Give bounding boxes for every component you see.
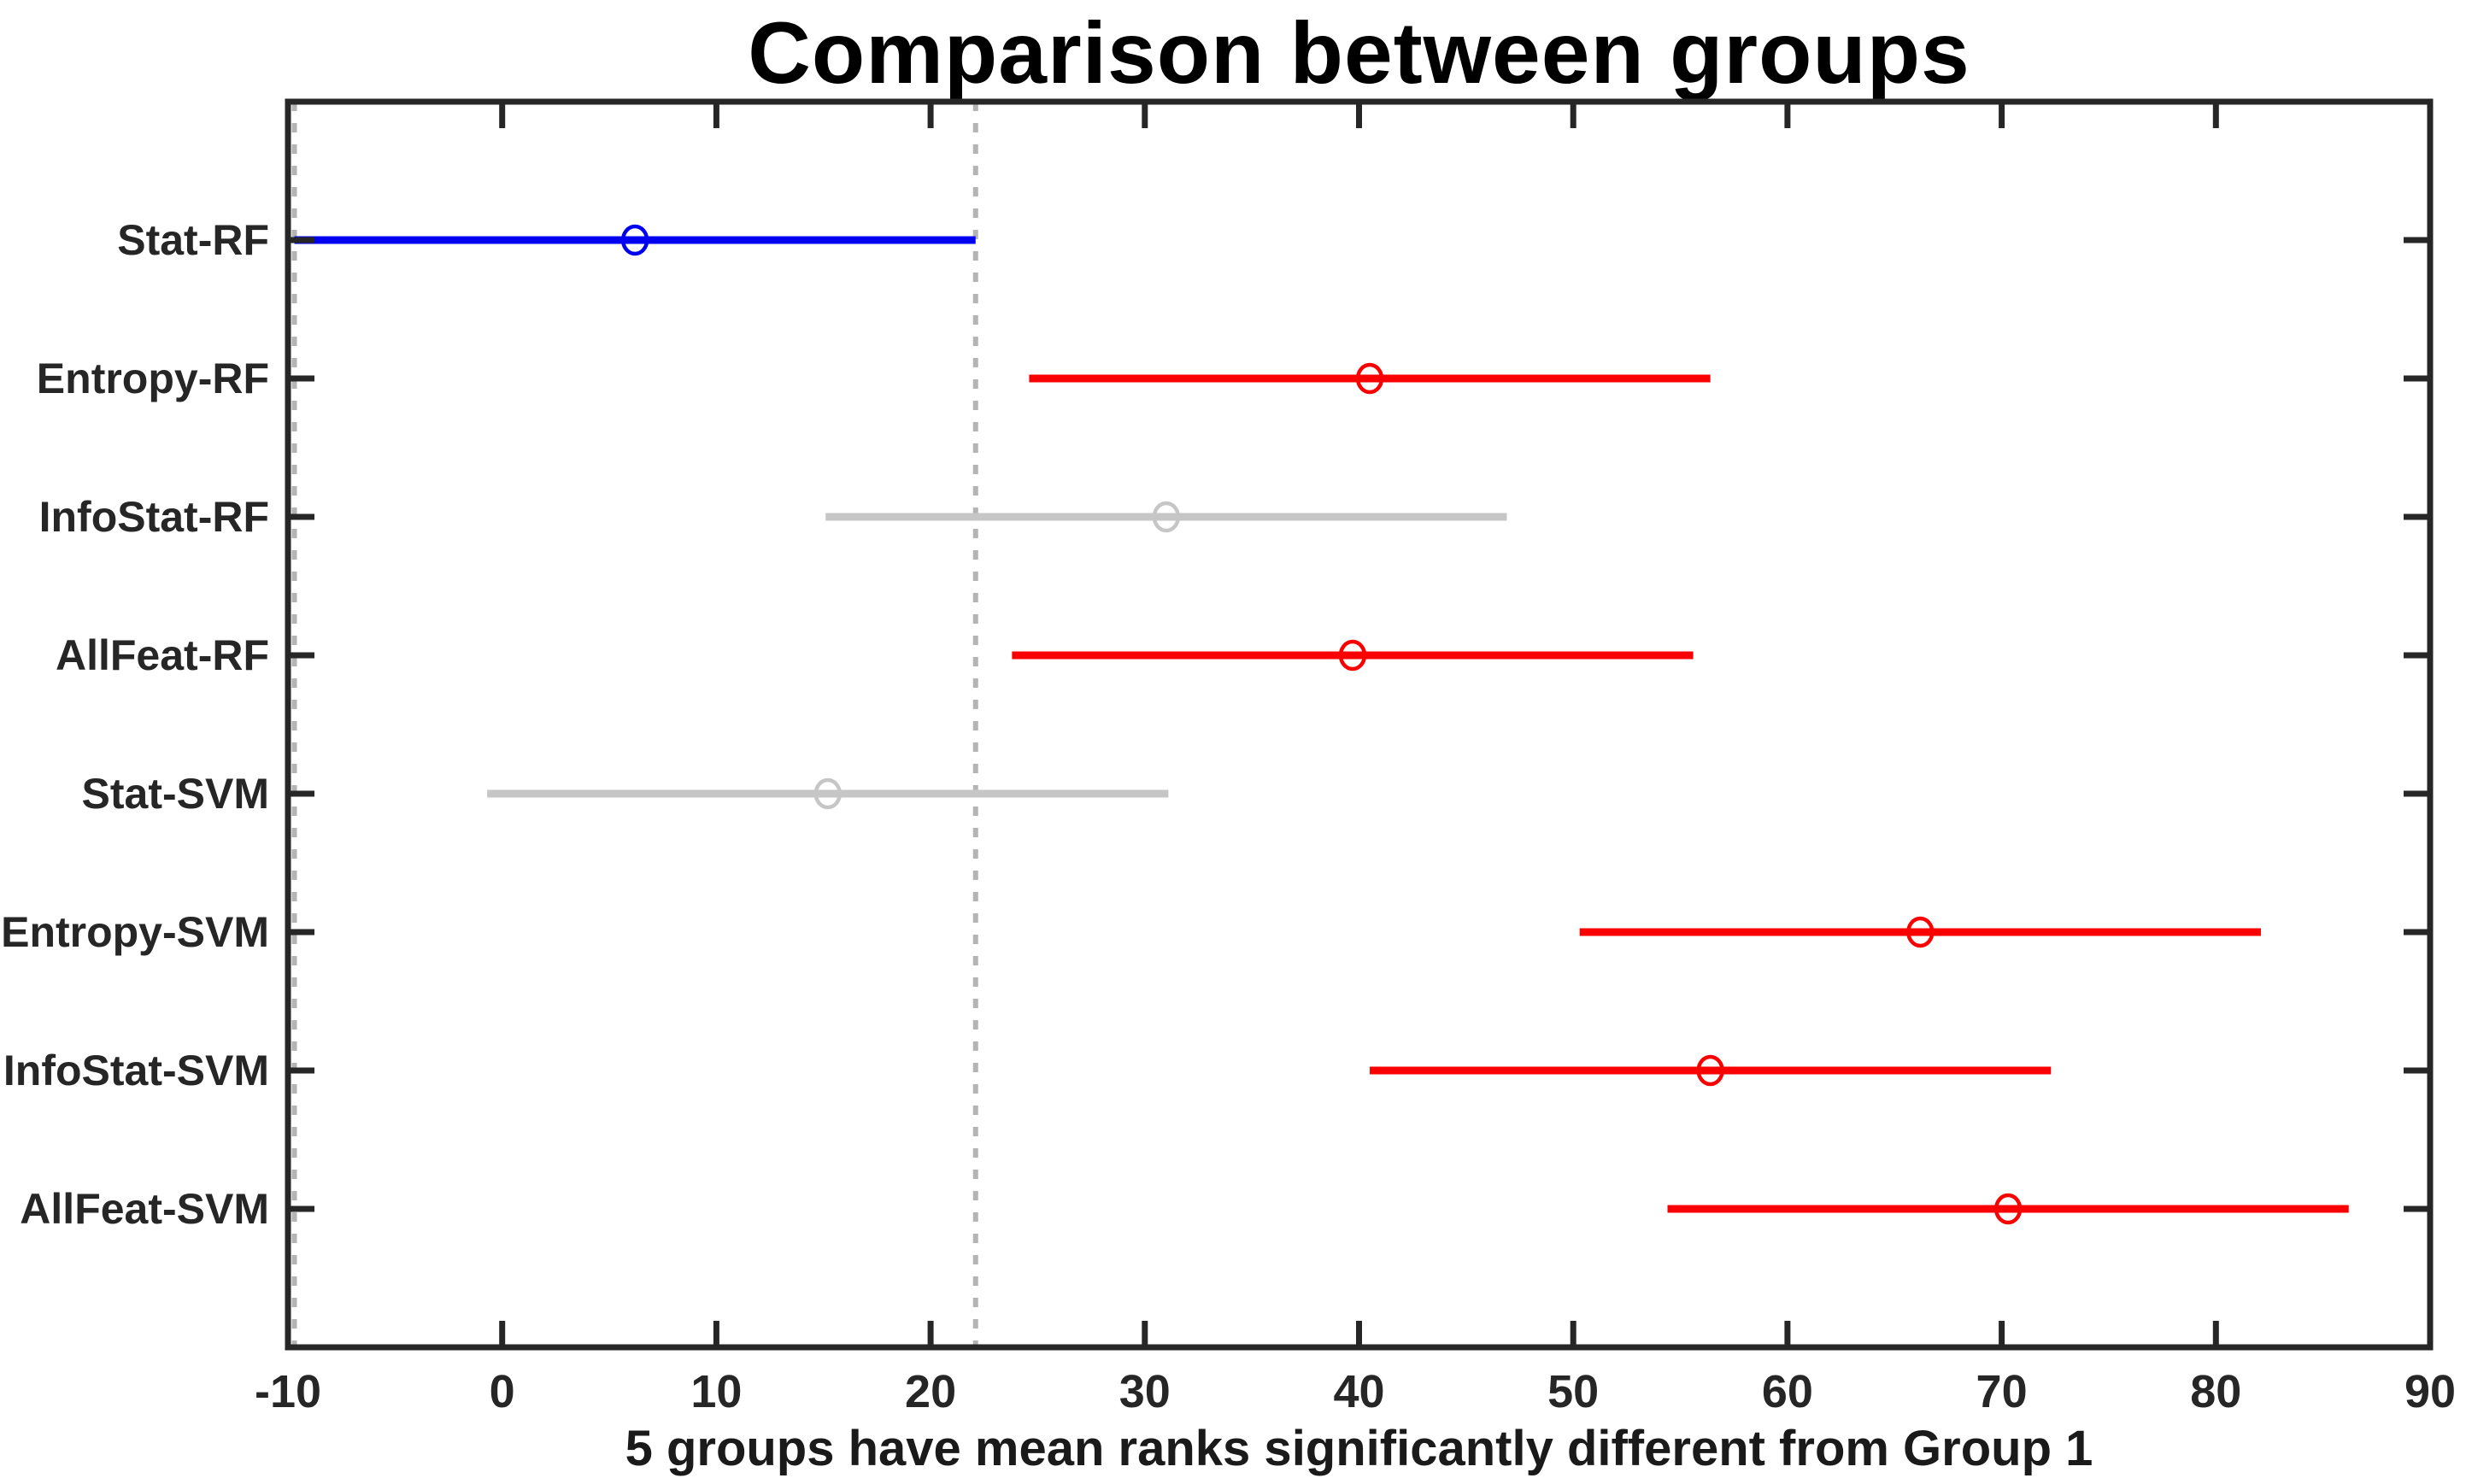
x-tick-label-80: 80 <box>2190 1366 2242 1417</box>
mean-marker-AllFeat-SVM <box>1993 1193 2023 1225</box>
y-axis-label-entropy-svm: Entropy-SVM <box>1 908 269 956</box>
x-tick-label-70: 70 <box>1976 1366 2028 1417</box>
mean-marker-Entropy-RF <box>1355 362 1384 395</box>
y-axis-label-infostat-rf: InfoStat-RF <box>38 493 269 541</box>
mean-marker-Stat-RF <box>620 224 649 256</box>
mean-marker-AllFeat-RF <box>1338 639 1367 672</box>
y-axis-label-infostat-svm: InfoStat-SVM <box>3 1047 269 1094</box>
mean-marker-InfoStat-RF <box>1152 501 1181 533</box>
x-tick-label-60: 60 <box>1761 1366 1813 1417</box>
plot-border <box>285 98 2434 1351</box>
x-tick-label-40: 40 <box>1333 1366 1385 1417</box>
mean-marker-Entropy-SVM <box>1906 916 1935 948</box>
x-tick-label-20: 20 <box>905 1366 957 1417</box>
x-tick-label-10: 10 <box>690 1366 743 1417</box>
y-axis-label-stat-svm: Stat-SVM <box>81 770 269 818</box>
x-tick-label-50: 50 <box>1547 1366 1600 1417</box>
y-axis-label-entropy-rf: Entropy-RF <box>36 355 269 402</box>
mean-marker-InfoStat-SVM <box>1696 1054 1724 1087</box>
y-axis-label-stat-rf: Stat-RF <box>117 216 269 264</box>
mean-marker-Stat-SVM <box>813 777 843 810</box>
x-tick-label-90: 90 <box>2404 1366 2457 1417</box>
y-axis-label-allfeat-rf: AllFeat-RF <box>56 631 269 679</box>
x-tick-label--10: -10 <box>254 1366 322 1417</box>
x-tick-label-30: 30 <box>1119 1366 1171 1417</box>
y-axis-label-allfeat-svm: AllFeat-SVM <box>20 1185 269 1233</box>
chart-title: Comparison between groups <box>748 4 1970 102</box>
x-tick-label-0: 0 <box>489 1366 515 1417</box>
x-axis-title: 5 groups have mean ranks significantly d… <box>625 1421 2093 1476</box>
